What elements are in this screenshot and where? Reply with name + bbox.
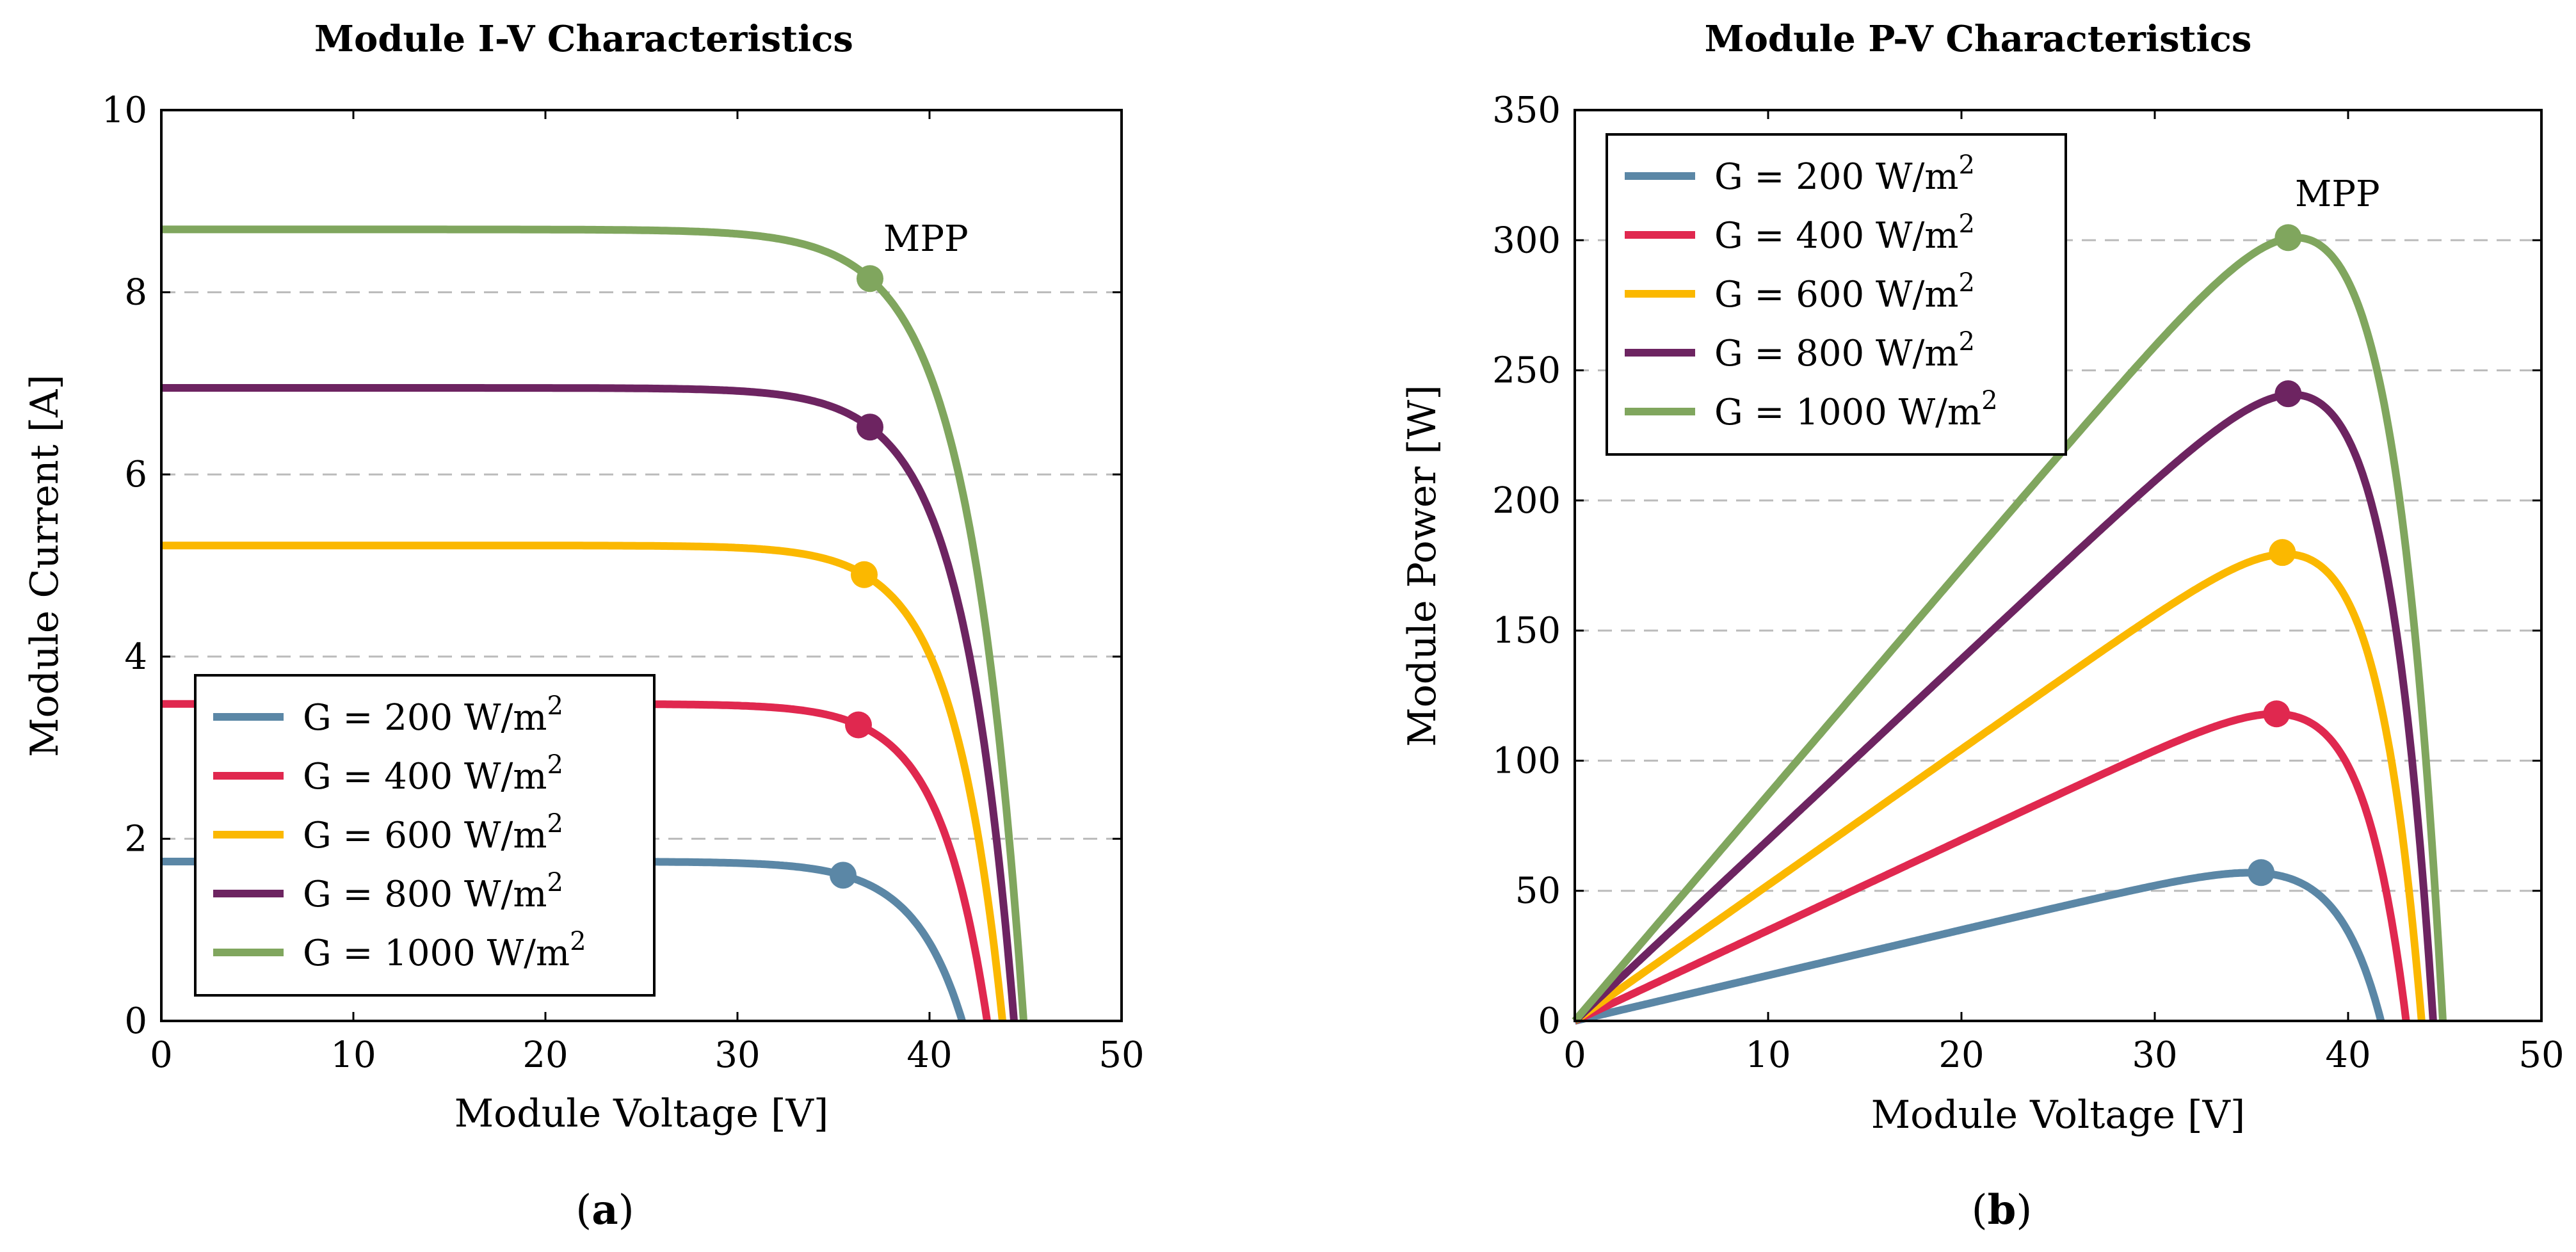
iv-mpp-markers [830,265,883,889]
iv-chart-title: Module I-V Characteristics [314,18,853,60]
legend-entry: G = 800 W/m2 [1714,327,1975,374]
caption-a: (a) [576,1186,634,1234]
y-tick-label: 6 [124,454,147,495]
iv-mpp-label: MPP [883,218,969,260]
y-tick-label: 10 [102,90,147,131]
x-tick-label: 50 [1099,1034,1144,1076]
pv-mpp-label: MPP [2295,173,2380,215]
x-tick-label: 20 [1938,1034,1984,1076]
y-tick-label: 0 [124,1000,147,1042]
mpp-point [2274,380,2302,408]
x-tick-label: 30 [714,1034,760,1076]
pv-chart-title: Module P-V Characteristics [1705,18,2252,60]
mpp-point [851,561,878,588]
pv-legend: G = 200 W/m2 G = 400 W/m2 G = 600 W/m2 G = … [1606,133,2067,456]
iv-x-axis-label: Module Voltage [V] [455,1091,829,1136]
legend-entry: G = 200 W/m2 [303,691,563,739]
legend-entry: G = 800 W/m2 [303,868,563,915]
mpp-point [2274,224,2302,252]
y-tick-label: 0 [1538,1000,1561,1042]
pv-ticks: 0 50 100 150 200 250 300 350 0 10 20 30 40 50 [1492,90,2564,1076]
y-tick-label: 350 [1492,90,1561,131]
legend-entry: G = 600 W/m2 [1714,268,1975,316]
pv-chart: Module P-V Characteristics 0501001502002… [1400,18,2564,1234]
mpp-point [845,711,872,739]
x-tick-label: 30 [2132,1034,2177,1076]
iv-chart: Module I-V Characteristics 0 2 4 6 8 10 0 10 20 3… [22,18,1145,1234]
mpp-point [830,862,857,889]
y-tick-label: 4 [124,636,147,678]
x-tick-label: 10 [1745,1034,1791,1076]
iv-y-axis-label: Module Current [A] [22,374,67,757]
pv-plot-frame [1574,109,2543,1022]
legend-entry: G = 1000 W/m2 [303,927,586,974]
x-tick-label: 50 [2518,1034,2564,1076]
pv-x-axis-label: Module Voltage [V] [1871,1093,2246,1137]
mpp-point [2263,700,2290,728]
mpp-point [857,265,883,293]
y-tick-label: 300 [1492,220,1561,261]
iv-legend: G = 200 W/m2 G = 400 W/m2 G = 600 W/m2 G = … [194,674,656,997]
y-tick-label: 150 [1492,610,1561,652]
iv-ticks: 0 2 4 6 8 10 0 10 20 30 40 50 [102,90,1145,1076]
x-tick-label: 0 [150,1034,173,1076]
mpp-point [857,413,883,441]
y-tick-label: 2 [124,818,147,860]
legend-entry: G = 200 W/m2 [1714,150,1975,198]
x-tick-label: 40 [906,1034,952,1076]
caption-b: (b) [1972,1186,2033,1234]
legend-entry: G = 400 W/m2 [303,750,563,798]
mpp-point [2269,539,2296,566]
y-tick-label: 250 [1492,350,1561,392]
series-line [1573,869,2385,1025]
x-tick-label: 20 [522,1034,568,1076]
y-tick-label: 50 [1515,871,1561,912]
y-tick-label: 100 [1492,740,1561,782]
legend-entry: G = 1000 W/m2 [1714,386,1998,433]
y-tick-label: 200 [1492,480,1561,522]
x-tick-label: 10 [330,1034,376,1076]
legend-entry: G = 600 W/m2 [303,809,563,856]
pv-y-axis-label: Module Power [W] [1400,385,1445,747]
iv-plot-frame [160,109,1123,1022]
legend-entry: G = 400 W/m2 [1714,209,1975,257]
pv-mpp-markers [2248,224,2302,887]
y-tick-label: 8 [124,272,147,314]
series-line [159,225,1027,1022]
x-tick-label: 0 [1563,1034,1586,1076]
mpp-point [2248,859,2275,887]
x-tick-label: 40 [2325,1034,2371,1076]
